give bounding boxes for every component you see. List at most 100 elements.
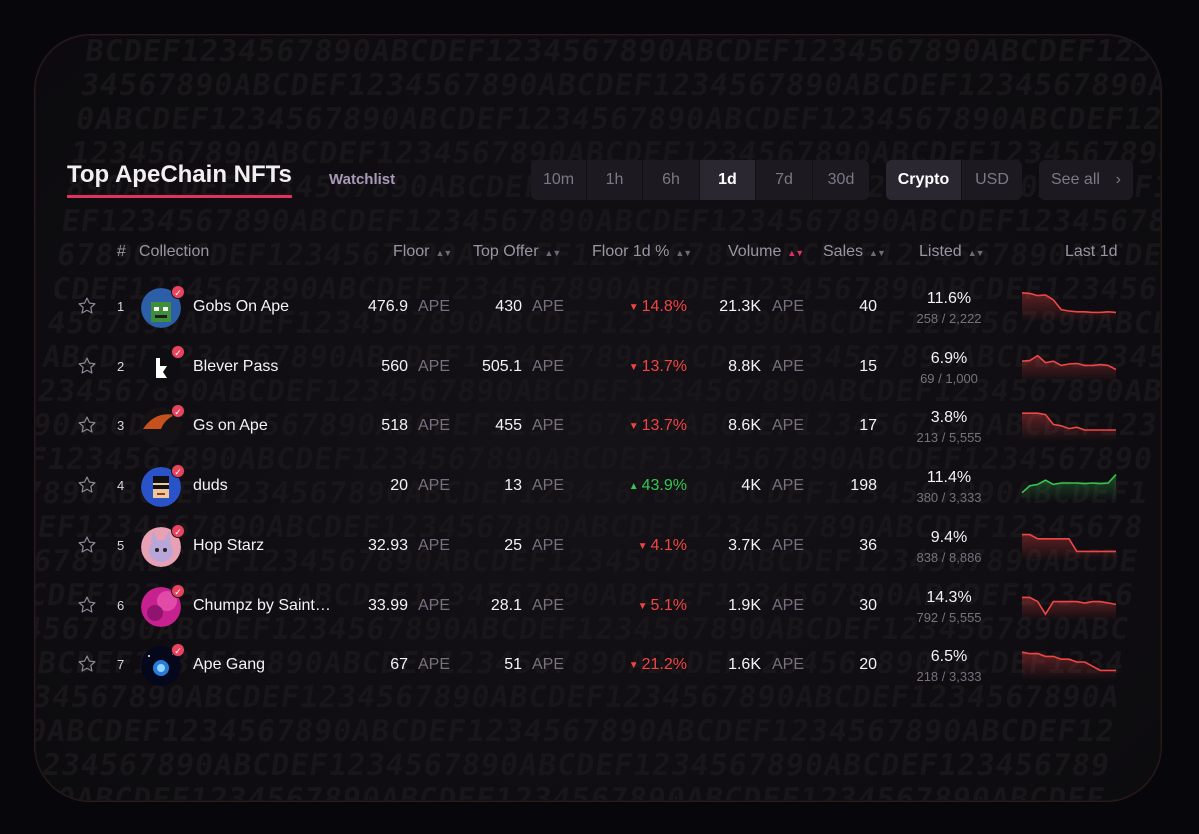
sparkline-area — [1022, 292, 1116, 322]
floor-change: ▼ 5.1% — [638, 597, 687, 615]
rank-number: 3 — [117, 418, 125, 434]
top-offer-header[interactable]: Top Offer ▲▼ — [473, 243, 562, 261]
table-row[interactable]: 1 ✓ Gobs On Ape 476.9 APE 430 APE ▼ 14.8% 21.3K AP… — [35, 279, 1161, 339]
time-range-1h[interactable]: 1h — [587, 160, 643, 200]
rank-number: 4 — [117, 478, 125, 494]
currency-usd[interactable]: USD — [975, 171, 1009, 188]
table-row[interactable]: 2 ✓ Blever Pass 560 APE 505.1 APE ▼ 13.7% 8.8K APE… — [35, 339, 1161, 399]
sparkline-line — [1022, 412, 1116, 432]
goblin-avatar-icon[interactable] — [141, 288, 181, 328]
time-range-1d[interactable]: 1d — [700, 160, 756, 200]
floor-price: 476.9 — [367, 298, 408, 315]
floor-price: 518 — [381, 417, 408, 435]
table-row[interactable]: 5 ✓ Hop Starz 32.93 APE 25 APE ▼ 4.1% 3.7K APE 36 9.… — [35, 518, 1161, 578]
listed-percent: 6.5% — [930, 648, 968, 666]
star-icon[interactable] — [77, 296, 97, 321]
top-offer-unit: APE — [532, 357, 565, 375]
sparkline-line — [1021, 354, 1117, 370]
sort-icon: ▲▼ — [544, 248, 562, 258]
triangle-down-icon: ▼ — [628, 302, 639, 313]
star-icon[interactable] — [77, 595, 97, 620]
table-row[interactable]: 6 ✓ Chumpz by Saint… 33.99 APE 28.1 APE ▼ 5.1% 1.… — [35, 578, 1161, 638]
volume-unit: APE — [772, 477, 805, 495]
sales-count: 30 — [859, 596, 877, 614]
floor-change-value: 13.7% — [641, 417, 687, 435]
listed-count: 218 / 3,333 — [916, 669, 982, 685]
verified-check-icon: ✓ — [171, 344, 185, 359]
hop-starz-avatar-icon[interactable] — [141, 526, 181, 567]
table-row[interactable]: 4 ✓ duds 20 APE 13 APE ▲ 43.9% 4K APE 198 11.4% 380 /… — [35, 458, 1161, 518]
table-row[interactable]: 3 ✓ Gs on Ape 518 APE 455 APE ▼ 13.7% 8.6K APE 17 3.… — [35, 398, 1161, 458]
top-offer-price: 13 — [504, 477, 522, 495]
currency-crypto[interactable]: Crypto — [886, 160, 962, 200]
volume-unit: APE — [772, 298, 805, 315]
sparkline — [1021, 288, 1117, 327]
verified-check-icon: ✓ — [171, 583, 185, 598]
star-icon[interactable] — [77, 475, 97, 500]
floor-unit: APE — [418, 536, 451, 554]
collection-name[interactable]: Hop Starz — [193, 536, 265, 554]
rank-header: # — [117, 243, 126, 260]
volume-unit: APE — [772, 357, 805, 375]
star-icon[interactable] — [77, 415, 97, 440]
time-range-6h[interactable]: 6h — [643, 160, 700, 200]
listed-percent: 3.8% — [930, 409, 968, 427]
star-icon[interactable] — [77, 654, 97, 679]
collection-name[interactable]: Gs on Ape — [193, 417, 268, 435]
collection-name[interactable]: duds — [193, 477, 228, 495]
star-icon[interactable] — [77, 535, 97, 560]
listed-percent: 6.9% — [930, 349, 968, 367]
volume-value: 1.9K — [728, 596, 761, 614]
sales-header[interactable]: Sales ▲▼ — [823, 243, 886, 261]
listed-percent: 9.4% — [930, 528, 968, 546]
listed-header[interactable]: Listed ▲▼ — [919, 243, 985, 261]
volume-header[interactable]: Volume ▲▼ — [728, 243, 804, 261]
sparkline — [1021, 646, 1117, 685]
blever-logo-icon[interactable] — [141, 347, 181, 388]
sparkline-area — [1022, 355, 1116, 382]
floor-change-value: 5.1% — [650, 596, 687, 614]
sparkline — [1021, 587, 1117, 626]
duds-avatar-icon[interactable] — [141, 467, 181, 508]
sparkline-chart — [1021, 651, 1116, 681]
see-all-button[interactable]: See all › — [1039, 160, 1133, 200]
collection-name[interactable]: Gobs On Ape — [193, 298, 290, 315]
volume-unit: APE — [772, 536, 805, 554]
star-icon[interactable] — [77, 356, 97, 381]
sparkline — [1021, 348, 1117, 387]
sort-icon: ▲▼ — [435, 248, 452, 258]
time-range-30d[interactable]: 30d — [827, 171, 855, 188]
sales-count: 40 — [859, 298, 877, 315]
table-row[interactable]: 7 ✓ Ape Gang 67 APE 51 APE ▼ 21.2% 1.6K APE 20 6.5% 2… — [35, 637, 1161, 697]
volume-value: 3.7K — [728, 536, 761, 554]
listed-percent: 11.6% — [926, 290, 972, 307]
volume-value: 8.6K — [728, 417, 761, 435]
top-offer-unit: APE — [532, 477, 565, 495]
sparkline-line — [1022, 596, 1117, 616]
triangle-up-icon: ▲ — [628, 481, 639, 493]
top-offer-price: 455 — [495, 417, 522, 435]
floor-change-header[interactable]: Floor 1d % ▲▼ — [592, 243, 692, 261]
time-range-10m[interactable]: 10m — [531, 160, 587, 200]
collection-name[interactable]: Ape Gang — [193, 656, 266, 674]
sparkline-line — [1021, 292, 1117, 314]
floor-unit: APE — [418, 357, 451, 375]
sparkline-line — [1021, 651, 1116, 672]
sparkline-line — [1022, 533, 1116, 552]
time-range-7d[interactable]: 7d — [756, 160, 813, 200]
currency-selector: Crypto USD — [886, 160, 1022, 200]
collection-name[interactable]: Chumpz by Saint… — [193, 596, 331, 614]
watchlist-tab[interactable]: Watchlist — [329, 171, 396, 188]
sales-count: 198 — [850, 477, 877, 495]
ape-gang-avatar-icon[interactable] — [141, 646, 181, 687]
rank-number: 6 — [117, 597, 125, 613]
chevron-right-icon: › — [1115, 171, 1121, 188]
floor-header[interactable]: Floor ▲▼ — [393, 243, 452, 261]
sort-icon: ▲▼ — [967, 248, 985, 258]
sales-count: 36 — [859, 536, 877, 554]
gs-avatar-icon[interactable] — [141, 407, 181, 448]
sparkline-line — [1021, 474, 1117, 494]
collection-name[interactable]: Blever Pass — [193, 357, 279, 375]
floor-price: 33.99 — [367, 596, 408, 614]
floor-change-value: 13.7% — [641, 357, 687, 375]
